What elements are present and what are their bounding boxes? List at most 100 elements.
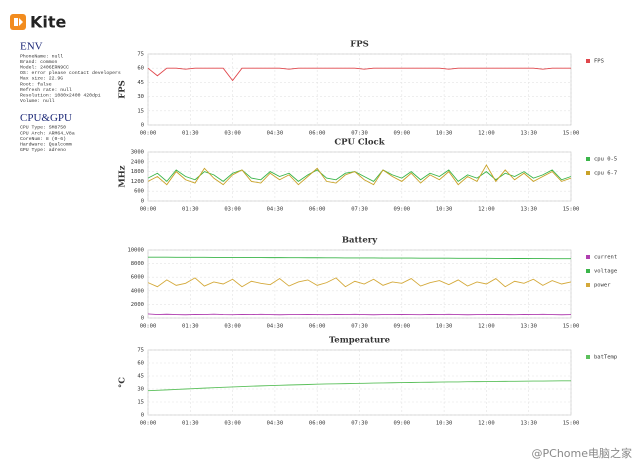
legend-label: power [594, 283, 611, 289]
y-axis-label: FPS [118, 80, 128, 99]
x-tick-label: 03:00 [224, 207, 241, 213]
series-line [147, 277, 572, 288]
info-line: Root: false [20, 81, 52, 87]
chart-title: CPU Clock [334, 138, 385, 148]
y-tick-label: 6000 [131, 275, 144, 281]
x-tick-label: 06:00 [309, 207, 326, 213]
x-tick-label: 00:00 [140, 207, 157, 213]
info-line: Refresh rate: null [20, 87, 72, 93]
info-line: Model: 2406ERN9CC [20, 64, 69, 70]
x-tick-label: 09:00 [394, 131, 411, 137]
info-line: GPU Type: adreno [20, 147, 66, 153]
y-tick-label: 0 [141, 199, 144, 205]
section-title: CPU&GPU [20, 112, 72, 124]
x-tick-label: 15:00 [563, 131, 580, 137]
x-tick-label: 00:00 [140, 131, 157, 137]
y-tick-label: 0 [141, 413, 144, 419]
series-line [147, 256, 572, 260]
x-tick-label: 09:00 [394, 421, 411, 427]
x-tick-label: 15:00 [563, 421, 580, 427]
info-line: OS: error please contact developers [20, 70, 121, 76]
x-tick-label: 04:30 [267, 207, 284, 213]
x-tick-label: 12:00 [478, 207, 495, 213]
y-tick-label: 75 [137, 348, 144, 354]
legend-swatch [586, 255, 590, 259]
legend-swatch [586, 157, 590, 161]
y-tick-label: 600 [134, 189, 144, 195]
series-line [147, 169, 572, 183]
y-tick-label: 10000 [127, 248, 144, 254]
legend-label: cpu 0-5 [594, 157, 617, 163]
x-tick-label: 12:00 [478, 131, 495, 137]
x-tick-label: 13:30 [520, 207, 537, 213]
section-title: ENV [20, 41, 43, 53]
y-tick-label: 2400 [131, 159, 144, 165]
y-tick-label: 1200 [131, 179, 144, 185]
x-tick-label: 10:30 [436, 324, 453, 330]
x-tick-label: 07:30 [351, 421, 368, 427]
chart-title: Temperature [329, 336, 391, 346]
x-tick-label: 07:30 [351, 207, 368, 213]
x-tick-label: 04:30 [267, 421, 284, 427]
info-line: CoreNum: 8 (0-6) [20, 136, 66, 142]
series-line [147, 313, 572, 316]
legend-swatch [586, 283, 590, 287]
x-tick-label: 03:00 [224, 324, 241, 330]
x-tick-label: 01:30 [182, 131, 199, 137]
y-axis-label: °C [118, 377, 128, 388]
x-tick-label: 04:30 [267, 131, 284, 137]
y-tick-label: 4000 [131, 288, 144, 294]
y-tick-label: 1800 [131, 169, 144, 175]
y-tick-label: 45 [137, 374, 144, 380]
info-line: PhoneName: null [20, 53, 63, 59]
x-tick-label: 01:30 [182, 421, 199, 427]
y-tick-label: 3000 [131, 150, 144, 156]
x-tick-label: 03:00 [224, 421, 241, 427]
legend-swatch [586, 355, 590, 359]
y-tick-label: 0 [141, 123, 144, 129]
legend-label: cpu 6-7 [594, 171, 617, 177]
series-line [147, 164, 572, 186]
y-tick-label: 60 [137, 66, 144, 72]
y-tick-label: 30 [137, 387, 144, 393]
info-line: Max size: 22.9G [20, 76, 63, 82]
legend-label: FPS [594, 59, 604, 65]
info-line: Hardware: Qualcomm [20, 141, 72, 147]
x-tick-label: 09:00 [394, 324, 411, 330]
x-tick-label: 07:30 [351, 324, 368, 330]
x-tick-label: 10:30 [436, 207, 453, 213]
legend-swatch [586, 269, 590, 273]
x-tick-label: 12:00 [478, 324, 495, 330]
x-tick-label: 04:30 [267, 324, 284, 330]
x-tick-label: 06:00 [309, 324, 326, 330]
legend-label: current [594, 255, 617, 261]
x-tick-label: 03:00 [224, 131, 241, 137]
y-tick-label: 30 [137, 94, 144, 100]
legend-swatch [586, 59, 590, 63]
watermark: @PChome电脑之家 [532, 446, 633, 460]
legend-swatch [586, 171, 590, 175]
x-tick-label: 00:00 [140, 421, 157, 427]
x-tick-label: 01:30 [182, 324, 199, 330]
series-line [147, 380, 572, 392]
y-tick-label: 0 [141, 316, 144, 322]
legend-label: batTemp [594, 355, 617, 361]
y-tick-label: 2000 [131, 302, 144, 308]
app-name: Kite [30, 13, 67, 32]
info-line: Volume: null [20, 98, 55, 104]
chart-title: Battery [342, 236, 378, 246]
x-tick-label: 06:00 [309, 421, 326, 427]
x-tick-label: 01:30 [182, 207, 199, 213]
x-tick-label: 13:30 [520, 324, 537, 330]
y-tick-label: 75 [137, 52, 144, 58]
logo-glyph [14, 18, 23, 26]
info-line: Brand: common [20, 59, 58, 65]
x-tick-label: 10:30 [436, 131, 453, 137]
x-tick-label: 15:00 [563, 207, 580, 213]
x-tick-label: 12:00 [478, 421, 495, 427]
y-tick-label: 60 [137, 361, 144, 367]
x-tick-label: 10:30 [436, 421, 453, 427]
x-tick-label: 09:00 [394, 207, 411, 213]
x-tick-label: 06:00 [309, 131, 326, 137]
